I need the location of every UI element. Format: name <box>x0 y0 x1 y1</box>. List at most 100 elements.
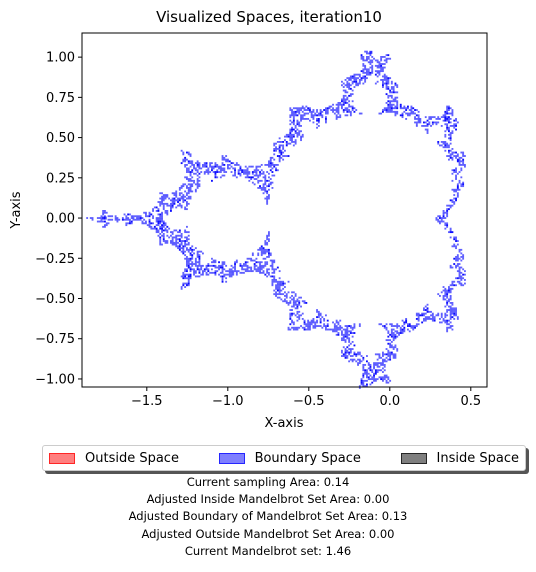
boundary-point <box>187 243 190 246</box>
boundary-point <box>401 114 404 117</box>
boundary-point <box>367 70 370 73</box>
boundary-point <box>244 270 247 273</box>
boundary-point <box>349 349 352 352</box>
boundary-point <box>278 149 281 152</box>
boundary-point <box>387 79 390 81</box>
boundary-point <box>186 169 188 172</box>
boundary-point <box>333 328 336 331</box>
boundary-point <box>198 264 201 267</box>
boundary-point <box>273 149 276 152</box>
boundary-point <box>390 105 393 108</box>
boundary-point <box>173 241 176 244</box>
boundary-point <box>455 169 457 172</box>
boundary-point <box>355 82 358 85</box>
boundary-point <box>380 66 383 69</box>
boundary-point <box>303 319 306 322</box>
boundary-point <box>376 369 379 372</box>
boundary-point <box>111 218 114 221</box>
boundary-point <box>219 266 222 269</box>
boundary-point <box>187 178 190 180</box>
boundary-point <box>462 277 465 280</box>
boundary-point <box>455 240 457 242</box>
boundary-point <box>451 204 454 207</box>
boundary-point <box>203 164 206 166</box>
boundary-point <box>378 73 381 76</box>
boundary-point <box>316 119 318 122</box>
boundary-point <box>383 376 386 379</box>
boundary-point <box>380 323 383 326</box>
boundary-point <box>221 277 224 280</box>
boundary-point <box>394 82 397 85</box>
boundary-point <box>251 172 254 175</box>
boundary-point <box>161 234 163 237</box>
boundary-point <box>376 358 379 361</box>
boundary-point <box>444 112 447 115</box>
boundary-point <box>460 248 463 251</box>
boundary-point <box>268 172 270 175</box>
boundary-point <box>239 172 242 175</box>
boundary-point <box>360 381 363 384</box>
boundary-point <box>341 339 343 342</box>
x-axis-label: X-axis <box>265 416 304 431</box>
boundary-point <box>266 241 269 244</box>
boundary-point <box>460 160 463 163</box>
boundary-point <box>260 172 263 175</box>
boundary-point <box>360 79 363 81</box>
boundary-point <box>189 195 192 198</box>
boundary-point <box>298 130 301 133</box>
boundary-point <box>273 153 276 156</box>
y-tick-label: −0.25 <box>35 252 75 267</box>
boundary-point <box>330 328 333 331</box>
boundary-point <box>348 337 351 340</box>
boundary-point <box>325 118 327 120</box>
boundary-point <box>317 314 320 317</box>
boundary-point <box>182 185 185 188</box>
boundary-point <box>152 208 154 211</box>
boundary-point <box>464 155 466 157</box>
boundary-point <box>271 280 274 283</box>
boundary-point <box>264 243 267 246</box>
boundary-point <box>458 248 461 251</box>
boundary-point <box>271 282 274 285</box>
boundary-point <box>392 91 395 94</box>
boundary-point <box>362 59 365 62</box>
boundary-point <box>448 289 450 292</box>
boundary-point <box>389 91 392 94</box>
boundary-point <box>219 165 222 168</box>
boundary-point <box>285 141 288 143</box>
boundary-point <box>178 234 181 237</box>
boundary-point <box>442 114 445 117</box>
boundary-point <box>387 376 390 379</box>
boundary-point <box>351 360 354 363</box>
boundary-point <box>225 273 228 276</box>
boundary-point <box>453 119 456 122</box>
boundary-point <box>424 121 427 124</box>
boundary-point <box>292 144 295 147</box>
boundary-point <box>105 224 108 227</box>
boundary-point <box>259 261 261 264</box>
boundary-point <box>451 148 454 150</box>
boundary-point <box>364 64 367 67</box>
boundary-point <box>180 206 183 209</box>
boundary-point <box>219 275 222 278</box>
boundary-point <box>184 199 187 202</box>
boundary-point <box>301 107 304 110</box>
boundary-point <box>187 273 190 276</box>
boundary-point <box>446 146 449 149</box>
boundary-point <box>196 252 199 255</box>
boundary-point <box>289 107 292 110</box>
boundary-point <box>269 158 272 161</box>
boundary-point <box>312 116 315 119</box>
boundary-point <box>278 293 281 296</box>
boundary-point <box>178 202 181 205</box>
boundary-point <box>426 316 429 319</box>
boundary-point <box>161 195 163 198</box>
boundary-point <box>444 149 447 152</box>
boundary-point <box>348 339 351 342</box>
boundary-point <box>392 335 395 338</box>
boundary-point <box>341 80 343 83</box>
boundary-point <box>202 165 204 168</box>
boundary-point <box>284 155 286 157</box>
boundary-point <box>451 282 454 285</box>
boundary-point <box>455 236 457 239</box>
